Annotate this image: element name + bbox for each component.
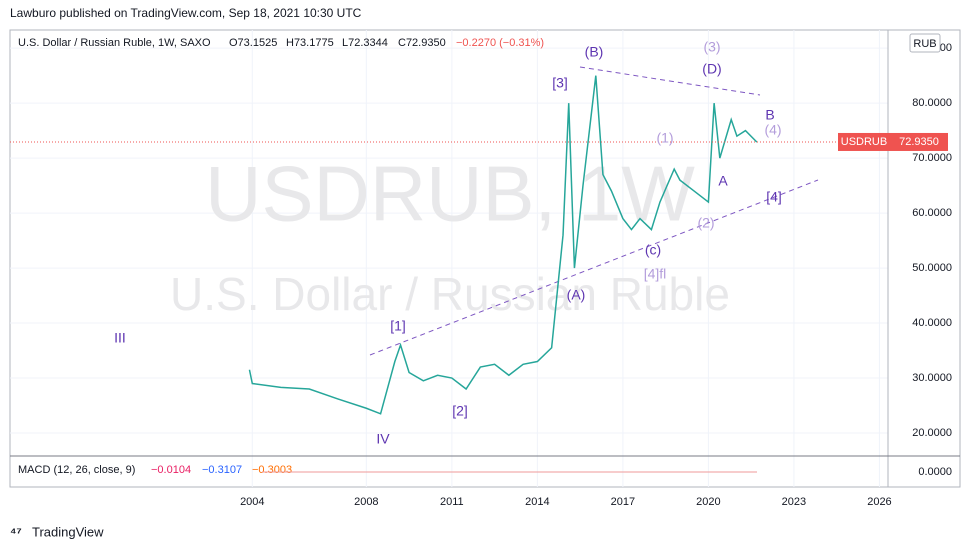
y-tick-label: 70.0000 <box>912 152 952 164</box>
published-note: Lawburo published on TradingView.com, Se… <box>10 6 362 20</box>
wave-label: (4) <box>764 122 781 138</box>
high: H73.1775 <box>286 37 334 49</box>
close: C72.9350 <box>398 37 446 49</box>
wave-label: (D) <box>702 61 721 77</box>
chart-frame <box>9 29 961 488</box>
footer-logo: ⁴⁷ <box>10 524 22 539</box>
wave-label: IV <box>376 431 390 447</box>
macd-tick-label: 0.0000 <box>918 466 952 478</box>
grid <box>10 30 888 487</box>
y-tick-label: 30.0000 <box>912 372 952 384</box>
wave-label: (3) <box>703 39 720 55</box>
macd-signal: −0.3003 <box>252 464 292 476</box>
wave-label: III <box>114 330 126 346</box>
symbol-tag <box>838 132 890 151</box>
currency-badge <box>909 33 941 53</box>
x-tick-label: 2011 <box>440 496 464 508</box>
watermark-name: U.S. Dollar / Russian Ruble <box>170 268 730 320</box>
wave-label: A <box>718 173 728 189</box>
y-tick-label: 20.0000 <box>912 427 952 439</box>
macd-line: −0.3107 <box>202 464 242 476</box>
price-tag <box>890 132 948 151</box>
trend-line-upper <box>579 66 761 96</box>
y-tick-label: 40.0000 <box>912 317 952 329</box>
symbol-tag-label: USDRUB <box>841 136 887 148</box>
change: −0.2270 (−0.31%) <box>456 37 544 49</box>
x-tick-label: 2023 <box>782 496 806 508</box>
symbol-name: U.S. Dollar / Russian Ruble, 1W, SAXO <box>18 37 211 49</box>
price-line <box>248 75 758 415</box>
trend-line-lower <box>369 179 819 356</box>
wave-label: [4]fl <box>644 266 667 282</box>
wave-label: B <box>765 107 774 123</box>
footer-brand: TradingView <box>32 524 104 539</box>
wave-label: [4] <box>766 189 782 205</box>
wave-label: [2] <box>452 403 468 419</box>
wave-label: (2) <box>697 215 714 231</box>
y-tick-label: 80.0000 <box>912 97 952 109</box>
wave-label: [1] <box>390 318 406 334</box>
macd-histogram: −0.0104 <box>151 464 191 476</box>
x-tick-label: 2017 <box>611 496 635 508</box>
x-tick-label: 2008 <box>354 496 378 508</box>
wave-label: (B) <box>585 44 604 60</box>
wave-label: (c) <box>645 242 661 258</box>
macd-title: MACD (12, 26, close, 9) <box>18 464 135 476</box>
symbol-legend: U.S. Dollar / Russian Ruble, 1W, SAXO O7… <box>18 37 544 49</box>
y-tick-label: 60.0000 <box>912 207 952 219</box>
x-tick-label: 2004 <box>240 496 264 508</box>
y-tick-label: 50.0000 <box>912 262 952 274</box>
price-tag-label: 72.9350 <box>899 136 939 148</box>
currency-label: RUB <box>913 38 936 50</box>
open: O73.1525 <box>229 37 277 49</box>
x-tick-label: 2020 <box>696 496 720 508</box>
wave-label: (A) <box>567 287 586 303</box>
low: L72.3344 <box>342 37 388 49</box>
x-tick-label: 2026 <box>867 496 891 508</box>
watermark-symbol: USDRUB, 1W <box>205 150 695 238</box>
wave-label: (1) <box>656 130 673 146</box>
x-tick-label: 2014 <box>525 496 549 508</box>
wave-label: [3] <box>552 75 568 91</box>
